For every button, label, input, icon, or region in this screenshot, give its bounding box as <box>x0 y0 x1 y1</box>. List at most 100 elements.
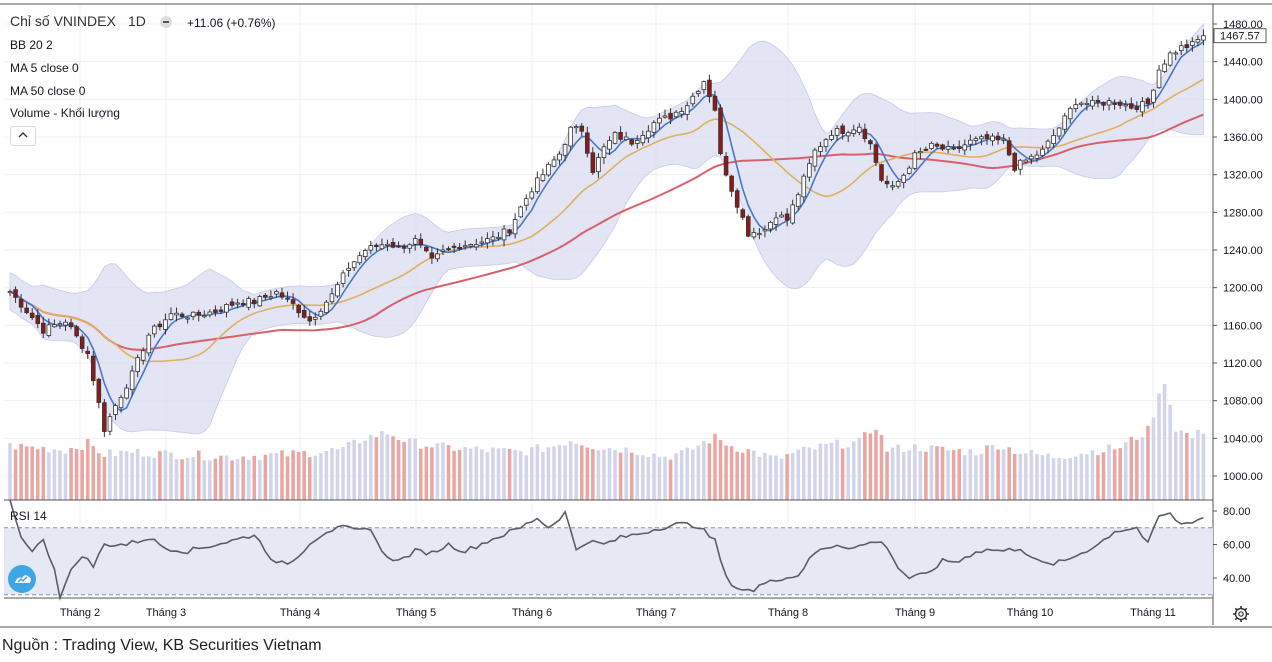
candle-body <box>379 244 385 250</box>
time-axis[interactable]: Tháng 2 Tháng 3 Tháng 4 Tháng 5 Tháng 6 Tháng… <box>4 597 1213 619</box>
volume-bar <box>1007 447 1011 500</box>
candle-body <box>762 229 768 232</box>
candle-body <box>1006 140 1012 156</box>
volume-bar <box>840 448 845 500</box>
volume-bar <box>146 456 151 500</box>
candle-body <box>640 135 646 144</box>
volume-bar <box>52 449 57 500</box>
volume-bar <box>1096 455 1100 500</box>
candle-body <box>823 139 829 148</box>
volume-bar <box>85 439 90 500</box>
tradingview-logo-icon[interactable] <box>8 565 36 593</box>
volume-bar <box>790 453 795 500</box>
candle-body <box>707 79 712 98</box>
volume-bar <box>585 447 590 500</box>
volume-bar <box>491 447 495 500</box>
indicator-volume[interactable]: Volume - Khối lượng <box>10 106 120 120</box>
volume-bar <box>335 449 340 500</box>
timeframe-label[interactable]: 1D <box>128 13 146 29</box>
volume-bar <box>474 446 479 500</box>
volume-bar <box>774 455 778 500</box>
volume-bar <box>396 440 401 500</box>
volume-bar <box>1151 417 1156 500</box>
volume-bar <box>452 450 456 500</box>
candle-body <box>229 301 235 306</box>
volume-bar <box>219 455 223 500</box>
candle-body <box>523 198 529 206</box>
candle-body <box>995 135 1001 141</box>
month-tick-label: Tháng 7 <box>636 607 676 619</box>
volume-bar <box>1029 449 1034 500</box>
candle-body <box>1017 159 1023 170</box>
last-price-label: 1467.57 <box>1220 31 1260 43</box>
price-tick-label: 1000.00 <box>1223 471 1263 483</box>
candle-body <box>646 130 651 139</box>
volume-bar <box>535 444 540 500</box>
candle-body <box>857 126 862 133</box>
volume-bar <box>97 453 101 500</box>
volume-bar <box>1068 458 1073 500</box>
candle-body <box>662 115 668 118</box>
indicator-ma5[interactable]: MA 5 close 0 <box>10 61 79 75</box>
volume-bar <box>1190 438 1195 500</box>
candle-body <box>845 132 851 137</box>
candle-body <box>63 321 68 326</box>
volume-bar <box>696 445 701 500</box>
volume-bar <box>962 455 967 500</box>
candle-body <box>612 131 618 144</box>
price-axis[interactable]: 1000.00 1040.00 1080.00 1120.00 1160.00 1200.… <box>1212 4 1267 625</box>
volume-bar <box>41 446 46 500</box>
candle-body <box>1140 101 1145 113</box>
candle-body <box>129 370 135 391</box>
candle-body <box>1173 52 1178 55</box>
volume-bar <box>1101 452 1106 500</box>
price-tick-label: 1120.00 <box>1223 358 1262 370</box>
indicator-ma50[interactable]: MA 50 close 0 <box>10 84 86 98</box>
candle-body <box>1123 104 1129 107</box>
volume-bar <box>135 449 140 500</box>
volume-bar <box>246 459 251 500</box>
candle-body <box>29 312 35 319</box>
price-tick-label: 1360.00 <box>1223 132 1263 144</box>
volume-bar <box>463 446 467 500</box>
volume-bar <box>385 434 390 500</box>
candle-body <box>496 236 501 239</box>
volume-bar <box>985 445 989 500</box>
volume-bar <box>1012 453 1017 500</box>
settings-gear-icon[interactable] <box>1232 605 1250 628</box>
volume-bar <box>1090 450 1095 500</box>
candle-body <box>440 249 446 252</box>
candle-body <box>1151 89 1156 103</box>
volume-bar <box>1035 453 1039 500</box>
candle-body <box>934 143 940 147</box>
collapse-legend-button[interactable] <box>10 126 36 146</box>
volume-bar <box>530 447 534 500</box>
candle-body <box>213 309 218 313</box>
candle-body <box>1134 106 1140 110</box>
candle-body <box>834 128 840 136</box>
candle-body <box>451 245 457 248</box>
candle-body <box>729 175 734 192</box>
volume-bar <box>863 432 867 500</box>
volume-bar <box>568 441 573 500</box>
volume-bar <box>158 451 162 500</box>
minus-icon[interactable] <box>160 16 172 28</box>
candle-body <box>740 209 746 218</box>
volume-bar <box>502 447 506 500</box>
volume-bar <box>468 448 473 500</box>
volume-bar <box>829 442 834 500</box>
chart-frame <box>0 3 1272 628</box>
volume-bar <box>69 447 73 500</box>
candle-body <box>562 144 568 156</box>
volume-bar <box>629 452 634 500</box>
volume-bar <box>785 454 789 500</box>
volume-bar <box>1024 453 1028 500</box>
volume-bar <box>1168 404 1172 500</box>
volume-bar <box>874 429 878 500</box>
volume-bar <box>35 449 40 500</box>
volume-bar <box>607 448 612 500</box>
volume-bar <box>1057 457 1061 500</box>
volume-bar <box>224 455 229 500</box>
indicator-bb[interactable]: BB 20 2 <box>10 38 53 52</box>
